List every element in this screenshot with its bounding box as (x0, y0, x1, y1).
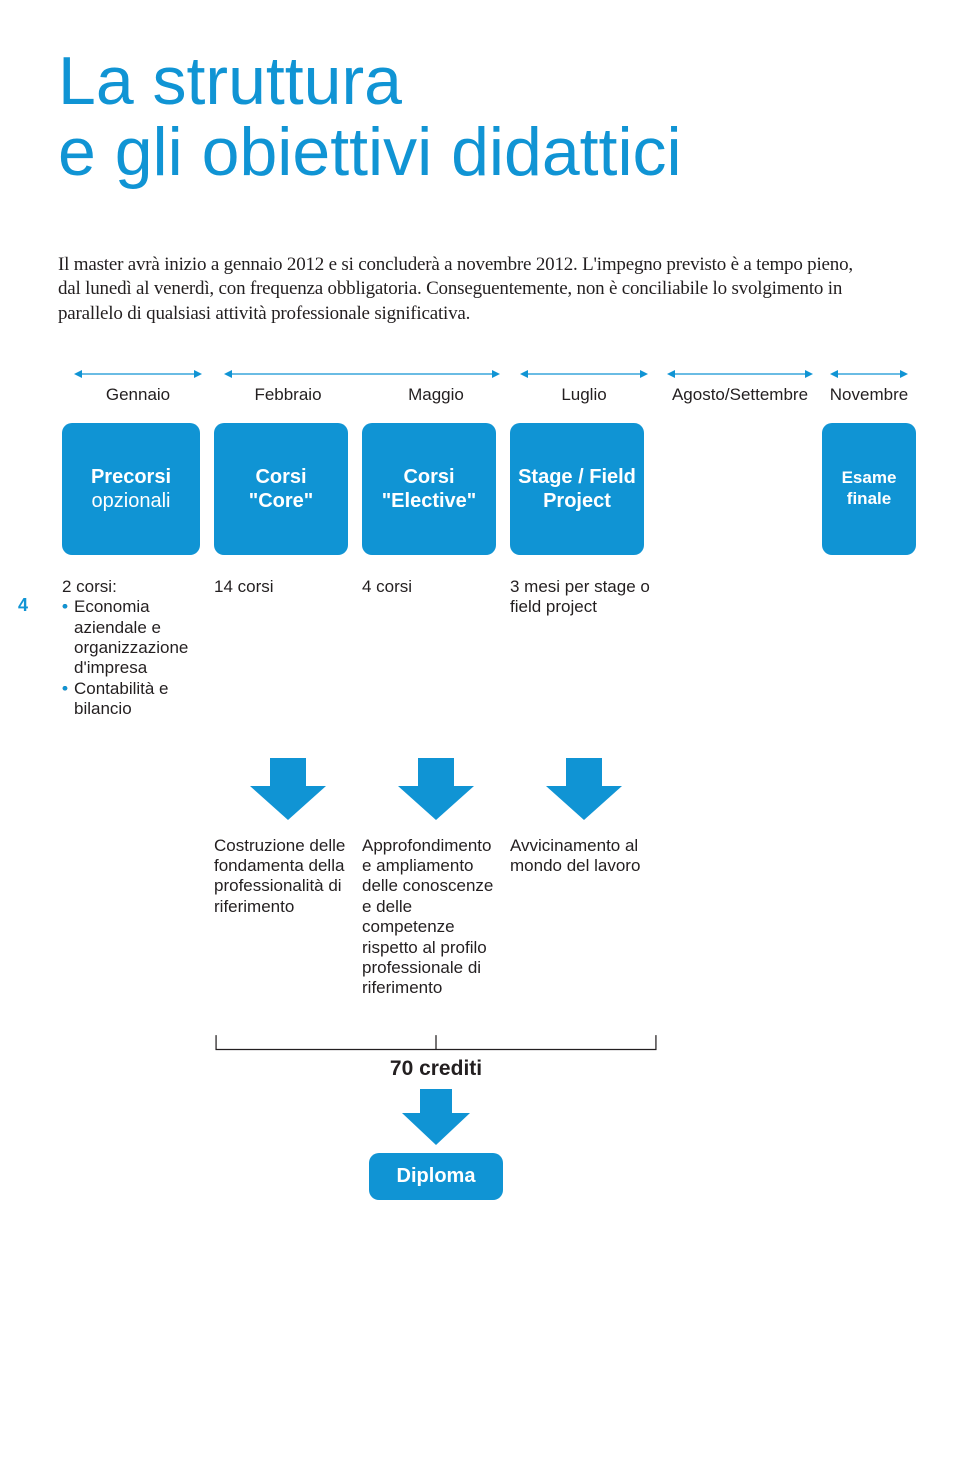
crediti-label: 70 crediti (214, 1057, 658, 1081)
phase-box-line1: Corsi (403, 465, 454, 489)
elective-count: 4 corsi (362, 577, 510, 720)
precorsi-intro: 2 corsi: (62, 577, 208, 597)
phase-box-line1: Stage / Field (518, 465, 636, 489)
stage-description: Avvicinamento al mondo del lavoro (510, 836, 658, 999)
timeline-arrow (224, 369, 500, 379)
down-arrow-icon (240, 758, 336, 820)
phase-box-stage: Stage / Field Project (510, 423, 644, 555)
phase-box-line1: Precorsi (91, 465, 171, 489)
precorsi-list: 2 corsi: •Economia aziendale e organizza… (62, 577, 208, 720)
timeline-arrow (667, 369, 813, 379)
timeline-arrow (830, 369, 908, 379)
timeline-row: Gennaio Febbraio Maggio Luglio Agosto/Se… (62, 369, 916, 405)
elective-description: Approfondimento e ampliamento delle cono… (362, 836, 510, 999)
description-row-2: Costruzione delle fondamenta della profe… (62, 836, 916, 999)
description-row-1: 4 2 corsi: •Economia aziendale e organiz… (62, 577, 916, 720)
down-arrow-icon (392, 1089, 480, 1145)
intro-paragraph: Il master avrà inizio a gennaio 2012 e s… (58, 253, 878, 327)
phase-box-line2: finale (847, 489, 891, 509)
timeline-label: Maggio (362, 385, 510, 405)
stage-duration: 3 mesi per stage o field project (510, 577, 658, 720)
phase-box-precorsi: Precorsi opzionali (62, 423, 200, 555)
precorsi-item: Contabilità e bilancio (74, 679, 169, 718)
precorsi-item: Economia aziendale e organizzazione d'im… (74, 597, 188, 677)
timeline-arrow (520, 369, 648, 379)
timeline-label: Agosto/Settembre (672, 385, 808, 405)
phase-boxes-row: Precorsi opzionali Corsi "Core" Corsi "E… (62, 423, 916, 555)
page-title: La strutturae gli obiettivi didattici (58, 46, 914, 189)
diploma-box: Diploma (369, 1153, 504, 1200)
phase-box-line2: "Elective" (382, 489, 477, 513)
timeline-label: Luglio (561, 385, 606, 405)
crediti-bracket: 70 crediti Diploma (62, 1033, 916, 1201)
timeline-label: Gennaio (106, 385, 170, 405)
core-description: Costruzione delle fondamenta della profe… (214, 836, 362, 999)
phase-box-line2: "Core" (249, 489, 314, 513)
page-number: 4 (18, 595, 28, 617)
phase-box-esame: Esame finale (822, 423, 916, 555)
down-arrow-icon (388, 758, 484, 820)
phase-box-core: Corsi "Core" (214, 423, 348, 555)
timeline-label: Novembre (830, 385, 908, 405)
timeline-arrow (74, 369, 202, 379)
timeline-label: Febbraio (214, 385, 362, 405)
down-arrows-row (62, 758, 916, 820)
phase-box-line1: Esame (842, 468, 897, 488)
phase-box-line2: opzionali (92, 489, 171, 513)
phase-box-line1: Corsi (255, 465, 306, 489)
bracket-icon (214, 1033, 658, 1052)
down-arrow-icon (536, 758, 632, 820)
phase-box-elective: Corsi "Elective" (362, 423, 496, 555)
core-count: 14 corsi (214, 577, 362, 720)
flow-diagram: Gennaio Febbraio Maggio Luglio Agosto/Se… (62, 369, 916, 1200)
phase-box-line2: Project (543, 489, 611, 513)
